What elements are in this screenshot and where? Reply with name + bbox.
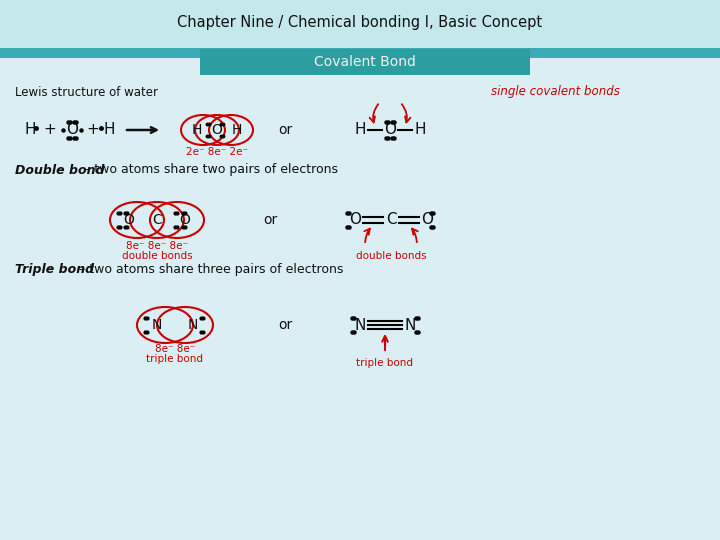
Text: O: O [212, 123, 222, 137]
Text: N: N [405, 318, 415, 333]
Text: Lewis structure of water: Lewis structure of water [15, 85, 158, 98]
Text: or: or [278, 318, 292, 332]
Text: Double bond: Double bond [15, 164, 104, 177]
Bar [0, 48, 720, 58]
Text: O: O [179, 213, 190, 227]
Text: O: O [384, 123, 396, 138]
Text: C: C [386, 213, 396, 227]
Text: single covalent bonds: single covalent bonds [490, 85, 619, 98]
Text: H: H [232, 123, 242, 137]
Text: – two atoms share three pairs of electrons: – two atoms share three pairs of electro… [75, 264, 343, 276]
Text: H: H [192, 123, 202, 137]
Text: N: N [188, 318, 198, 332]
Text: +: + [44, 123, 56, 138]
Text: +: + [86, 123, 99, 138]
Text: 2e⁻ 8e⁻ 2e⁻: 2e⁻ 8e⁻ 2e⁻ [186, 147, 248, 157]
Text: 8e⁻ 8e⁻ 8e⁻: 8e⁻ 8e⁻ 8e⁻ [126, 241, 188, 251]
Text: C: C [152, 213, 162, 227]
Text: 8e⁻ 8e⁻: 8e⁻ 8e⁻ [155, 344, 195, 354]
Text: O: O [349, 213, 361, 227]
Text: O: O [421, 213, 433, 227]
Text: H: H [103, 123, 114, 138]
Bar [200, 49, 530, 75]
Text: – two atoms share two pairs of electrons: – two atoms share two pairs of electrons [80, 164, 338, 177]
Text: N: N [354, 318, 366, 333]
Bar [0, 0, 720, 58]
Text: Chapter Nine / Chemical bonding I, Basic Concept: Chapter Nine / Chemical bonding I, Basic… [177, 15, 543, 30]
Text: N: N [152, 318, 162, 332]
Text: H: H [24, 123, 36, 138]
Text: H: H [354, 123, 366, 138]
Text: triple bond: triple bond [356, 358, 413, 368]
Text: double bonds: double bonds [122, 251, 192, 261]
Text: O: O [124, 213, 135, 227]
Text: or: or [263, 213, 277, 227]
Text: or: or [278, 123, 292, 137]
Text: O: O [66, 123, 78, 138]
Text: Triple bond: Triple bond [15, 264, 94, 276]
Text: Covalent Bond: Covalent Bond [314, 55, 416, 69]
Text: double bonds: double bonds [356, 251, 426, 261]
Text: H: H [414, 123, 426, 138]
Text: triple bond: triple bond [146, 354, 204, 364]
